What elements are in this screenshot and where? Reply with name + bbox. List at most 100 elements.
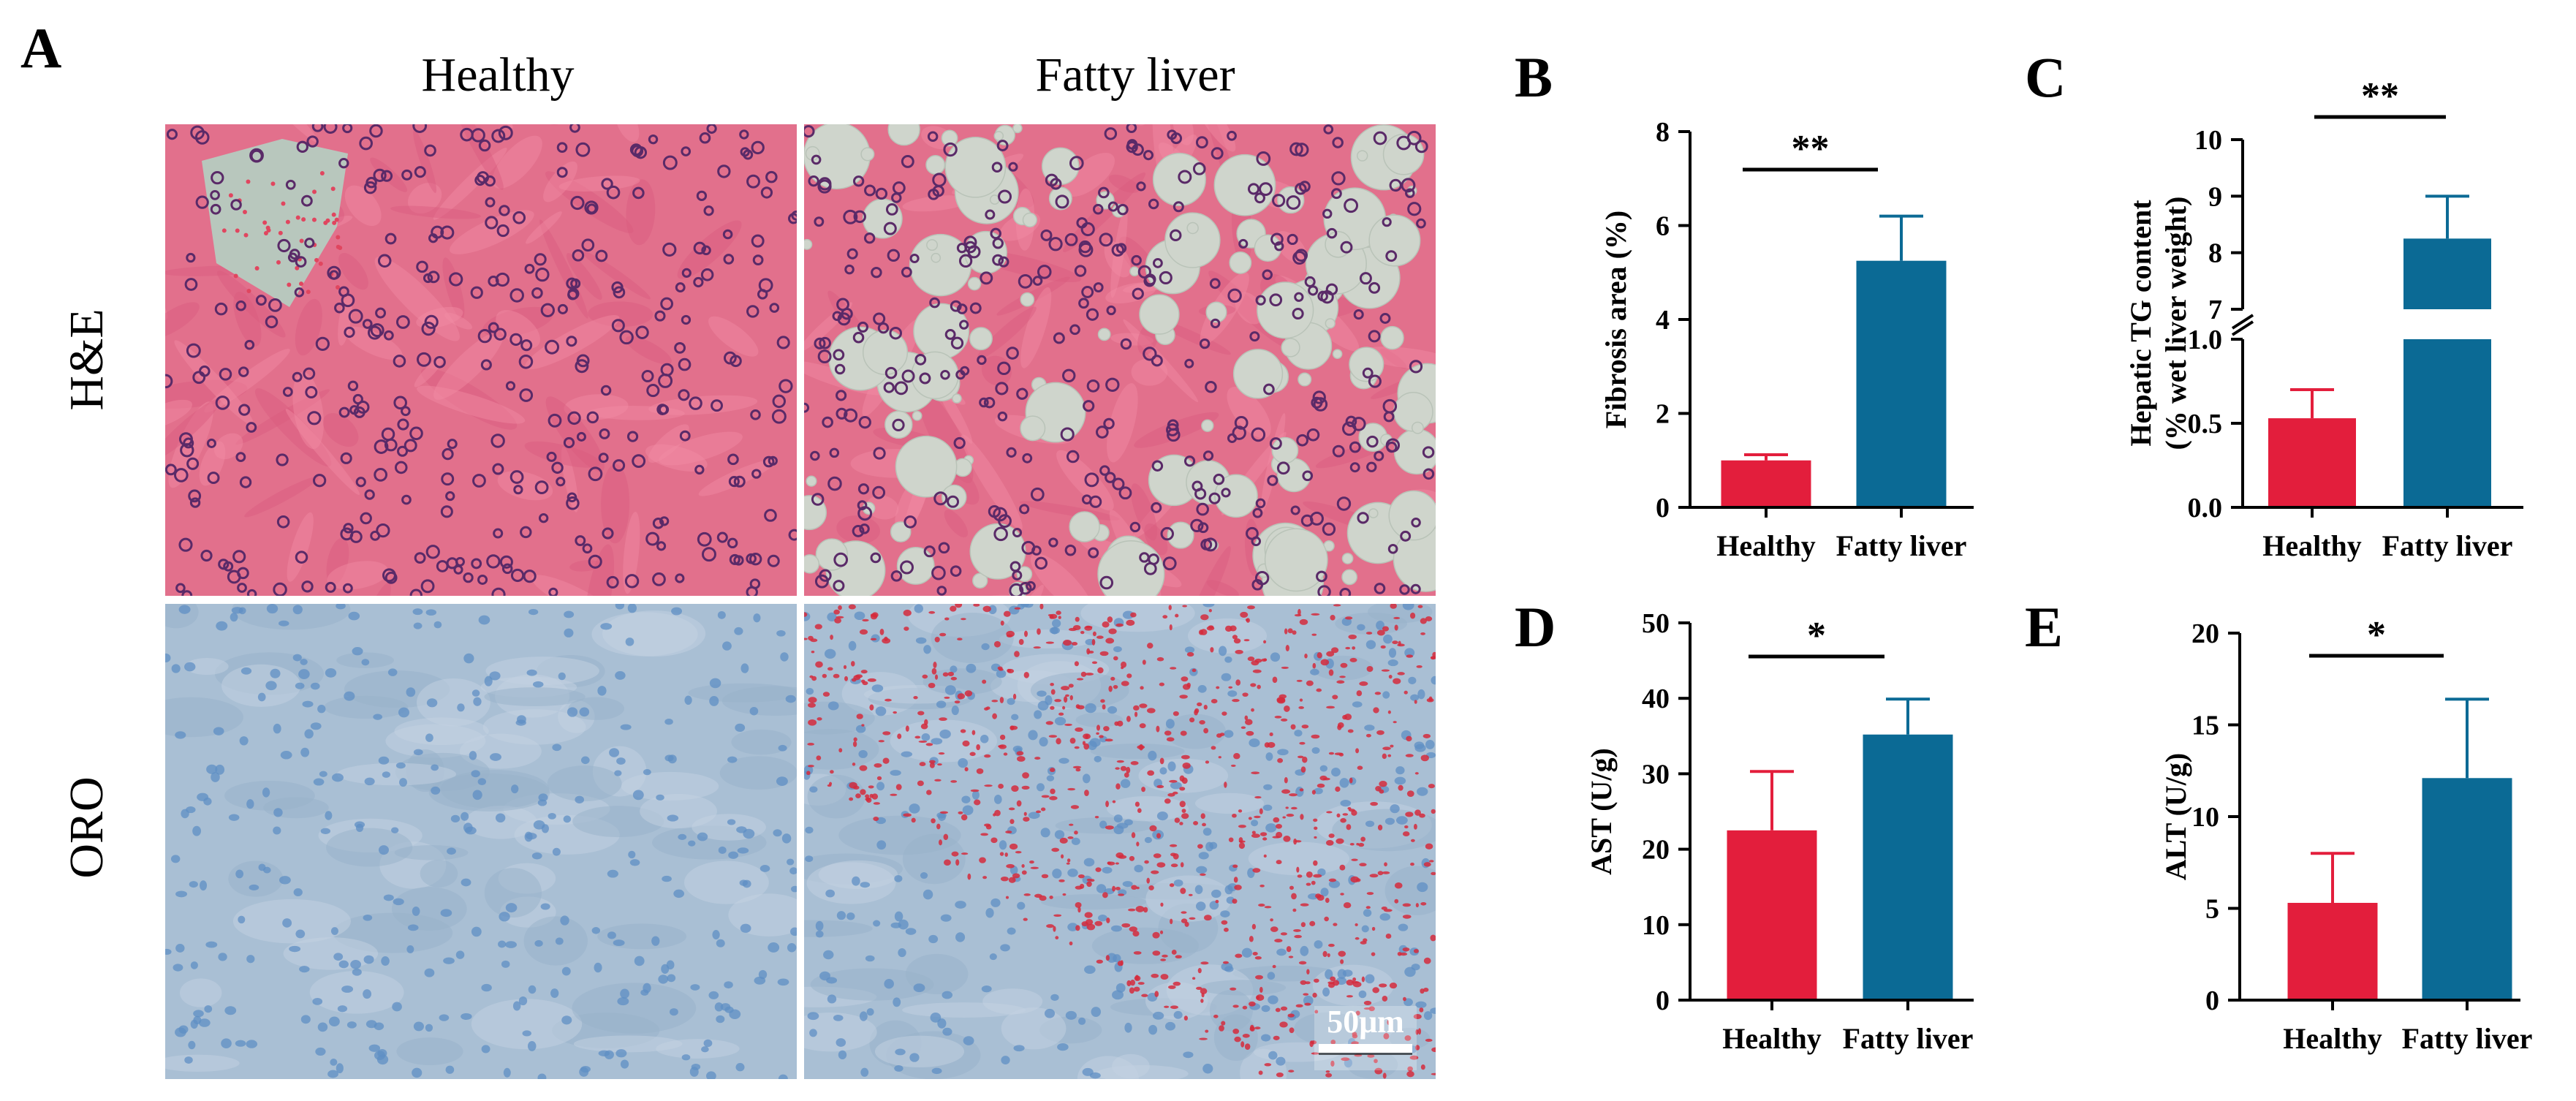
lipid-stain: [1156, 657, 1164, 662]
lipid-stain: [1382, 626, 1390, 632]
nucleus: [1089, 1072, 1101, 1079]
lipid-stain: [1075, 925, 1080, 931]
lipid-stain: [838, 605, 842, 610]
nucleus: [1009, 583, 1024, 596]
lipid-stain: [1230, 764, 1236, 767]
nucleus: [538, 513, 549, 523]
nucleus: [404, 439, 417, 453]
lipid-stain: [955, 859, 960, 866]
nucleus: [1048, 537, 1058, 548]
lipid-stain: [1224, 927, 1229, 932]
lipid-stain: [1192, 668, 1197, 673]
nucleus: [723, 254, 735, 265]
nucleus: [464, 826, 477, 835]
lipid-stain: [1389, 983, 1398, 989]
nucleus: [1018, 274, 1033, 289]
lipid-stain: [1181, 813, 1189, 820]
y-tick-label: 20: [1642, 835, 1670, 866]
nucleus: [304, 238, 315, 249]
lipid-stain: [1192, 977, 1196, 980]
nucleus: [658, 404, 670, 415]
nucleus: [998, 189, 1012, 204]
tissue-streak: [1105, 282, 1156, 304]
nucleus: [306, 135, 319, 148]
nucleus: [904, 515, 917, 529]
nucleus: [1425, 740, 1435, 749]
nucleus: [1382, 691, 1390, 699]
nucleus: [1098, 186, 1110, 199]
nucleus: [1050, 994, 1059, 1001]
lipid-stain: [873, 816, 879, 822]
lipid-stain: [1392, 640, 1398, 645]
red-blood-cell: [278, 230, 283, 235]
nucleus: [490, 434, 505, 448]
nucleus: [1352, 701, 1363, 708]
lipid-stain: [1394, 624, 1398, 631]
lipid-stain: [1281, 666, 1289, 669]
scale-bar-line: [1319, 1044, 1412, 1053]
tissue-streak: [547, 765, 622, 802]
nucleus: [817, 349, 832, 364]
lipid-stain: [1405, 754, 1414, 757]
lipid-stain: [970, 789, 980, 792]
nucleus: [909, 253, 920, 264]
nucleus: [993, 794, 1002, 804]
lipid-stain: [1377, 871, 1384, 876]
red-blood-cell: [336, 285, 341, 290]
nucleus: [717, 610, 726, 619]
lipid-stain: [1141, 787, 1145, 792]
nucleus: [320, 828, 330, 834]
nucleus: [440, 225, 455, 240]
nucleus: [534, 253, 547, 266]
nucleus: [1416, 218, 1426, 229]
nucleus: [1054, 830, 1065, 839]
nucleus: [697, 832, 708, 841]
lipid-stain: [951, 851, 959, 857]
nucleus: [211, 772, 220, 782]
red-blood-cell: [334, 217, 339, 222]
nucleus: [901, 266, 912, 278]
lipid-stain: [827, 667, 833, 671]
lipid-droplet: [1368, 508, 1379, 518]
lipid-stain: [1414, 809, 1421, 816]
nucleus: [268, 298, 282, 312]
nucleus: [556, 142, 568, 153]
nucleus: [413, 1021, 424, 1032]
nucleus: [180, 443, 194, 458]
lipid-stain: [1115, 783, 1121, 790]
tissue-streak: [185, 658, 229, 676]
nucleus: [338, 406, 350, 418]
nucleus: [985, 209, 996, 220]
lipid-stain: [1060, 854, 1064, 859]
lipid-stain: [1349, 777, 1353, 784]
lipid-droplet: [969, 327, 993, 351]
nucleus: [765, 170, 778, 184]
lipid-stain: [1039, 604, 1044, 610]
lipid-stain: [1284, 628, 1288, 635]
nucleus: [387, 668, 398, 676]
nucleus: [227, 570, 241, 584]
lipid-stain: [814, 624, 822, 629]
nucleus: [431, 786, 441, 795]
nucleus: [760, 186, 773, 199]
nucleus: [480, 359, 492, 371]
lipid-stain: [1115, 623, 1124, 627]
nucleus: [363, 955, 374, 964]
nucleus: [1389, 178, 1402, 192]
lipid-stain: [1011, 785, 1019, 792]
lipid-droplet: [1167, 521, 1194, 549]
nucleus: [295, 929, 306, 939]
bar-fatty-liver-upper: [2403, 238, 2491, 309]
lipid-stain: [1380, 645, 1386, 649]
nucleus: [509, 288, 524, 303]
lipid-stain: [1249, 936, 1254, 942]
nucleus: [364, 777, 375, 786]
tissue-streak: [344, 326, 403, 360]
lipid-stain: [1269, 732, 1273, 736]
nucleus: [617, 997, 629, 1006]
lipid-stain: [1349, 657, 1357, 662]
nucleus: [1400, 530, 1412, 542]
nucleus: [722, 229, 733, 240]
lipid-stain: [1330, 976, 1336, 982]
